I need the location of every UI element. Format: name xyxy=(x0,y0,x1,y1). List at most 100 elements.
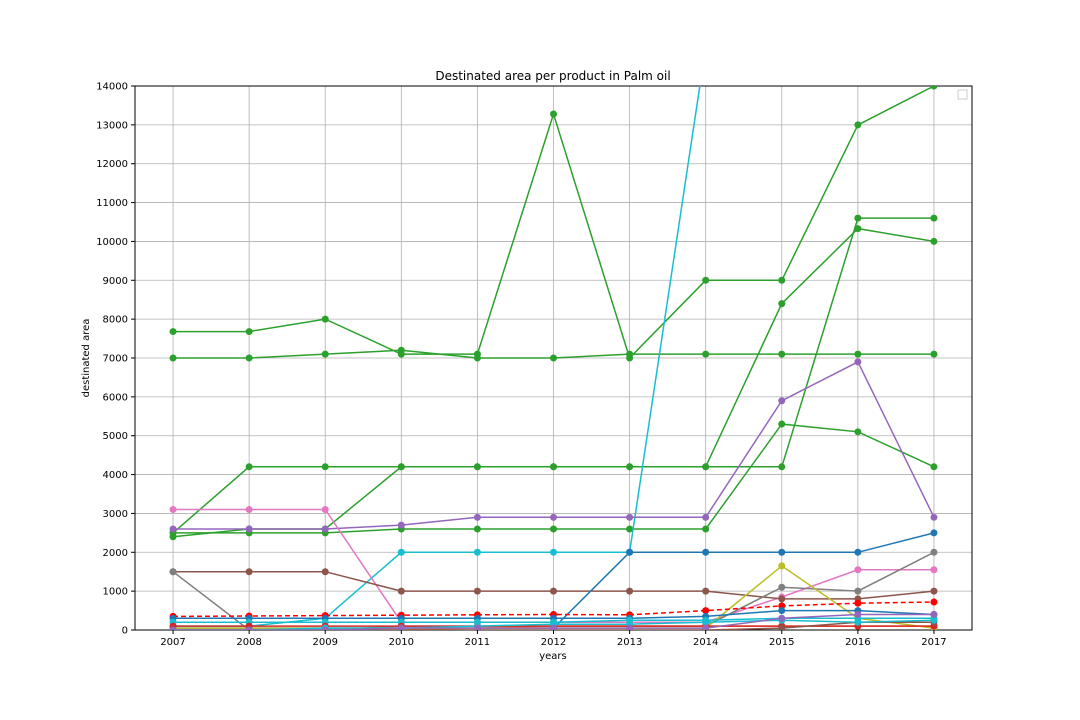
data-point xyxy=(321,315,329,323)
y-tick-label: 14000 xyxy=(96,82,128,93)
data-point xyxy=(702,624,710,630)
chart-title: Destinated area per product in Palm oil xyxy=(435,69,670,83)
data-point xyxy=(854,610,862,618)
data-point xyxy=(702,350,710,358)
data-point xyxy=(397,463,405,471)
series-20 xyxy=(169,610,938,630)
data-point xyxy=(397,346,405,354)
x-tick-label: 2015 xyxy=(769,637,794,648)
data-point xyxy=(169,626,177,630)
data-point xyxy=(321,463,329,471)
data-point xyxy=(854,350,862,358)
y-tick-label: 13000 xyxy=(96,120,128,131)
data-point xyxy=(778,595,786,603)
series-9 xyxy=(169,568,938,603)
data-point xyxy=(321,525,329,533)
data-point xyxy=(626,463,634,471)
data-point xyxy=(550,110,557,118)
data-point xyxy=(473,354,481,362)
x-tick-label: 2008 xyxy=(236,637,261,648)
data-point xyxy=(397,548,405,556)
x-tick-label: 2013 xyxy=(617,637,642,648)
data-point xyxy=(930,566,938,574)
data-point xyxy=(854,548,862,556)
data-point xyxy=(854,618,862,626)
x-tick-label: 2007 xyxy=(160,637,185,648)
data-point xyxy=(854,599,862,607)
data-point xyxy=(702,587,710,595)
data-point xyxy=(854,566,862,574)
data-point xyxy=(550,354,557,362)
data-point xyxy=(702,44,709,51)
data-point xyxy=(778,583,786,591)
data-point xyxy=(245,328,253,336)
y-tick-label: 7000 xyxy=(103,354,128,365)
y-tick-label: 5000 xyxy=(103,431,128,442)
data-point xyxy=(702,463,710,471)
data-point xyxy=(550,587,557,595)
data-point xyxy=(626,513,634,521)
data-point xyxy=(930,513,938,521)
data-point xyxy=(321,506,329,514)
data-point xyxy=(321,350,329,358)
data-point xyxy=(854,587,862,595)
data-point xyxy=(626,624,634,630)
data-point xyxy=(854,428,862,436)
x-tick-label: 2011 xyxy=(465,637,490,648)
data-point xyxy=(397,624,405,630)
data-point xyxy=(321,626,329,630)
y-axis-label: destinated area xyxy=(81,319,92,398)
data-point xyxy=(702,618,710,626)
data-point xyxy=(169,525,177,533)
legend-box xyxy=(957,89,968,100)
x-tick-label: 2017 xyxy=(921,637,946,648)
data-point xyxy=(778,624,786,630)
data-point xyxy=(245,626,253,630)
data-point xyxy=(169,506,177,514)
data-point xyxy=(930,237,938,245)
data-point xyxy=(473,525,481,533)
data-point xyxy=(397,587,405,595)
data-point xyxy=(473,548,481,556)
data-point xyxy=(626,525,634,533)
data-point xyxy=(473,624,481,630)
data-point xyxy=(245,463,253,471)
data-point xyxy=(930,463,938,471)
data-point xyxy=(778,350,786,358)
data-point xyxy=(930,610,938,618)
series-6 xyxy=(169,44,709,630)
data-point xyxy=(778,607,786,615)
data-point xyxy=(702,513,710,521)
series-layer xyxy=(169,44,938,630)
data-point xyxy=(778,300,786,308)
series-7 xyxy=(169,358,938,533)
data-point xyxy=(321,568,329,576)
data-point xyxy=(778,420,786,428)
x-axis-label: years xyxy=(539,651,567,662)
data-point xyxy=(626,350,634,358)
data-point xyxy=(854,358,862,366)
data-point xyxy=(702,548,710,556)
y-tick-label: 9000 xyxy=(103,276,128,287)
y-tick-label: 4000 xyxy=(103,470,128,481)
y-tick-label: 1000 xyxy=(103,587,128,598)
data-point xyxy=(169,354,177,362)
data-point xyxy=(473,587,481,595)
y-tick-label: 11000 xyxy=(96,198,128,209)
data-point xyxy=(778,276,786,284)
data-point xyxy=(778,548,786,556)
data-point xyxy=(550,513,557,521)
x-tick-label: 2009 xyxy=(313,637,338,648)
series-2 xyxy=(169,346,938,362)
data-point xyxy=(626,587,634,595)
data-point xyxy=(626,548,634,556)
x-tick-label: 2014 xyxy=(693,637,718,648)
data-point xyxy=(930,350,938,358)
data-point xyxy=(169,568,177,576)
series-line xyxy=(173,86,701,627)
data-point xyxy=(245,568,253,576)
data-point xyxy=(930,86,938,90)
axes: 2007 2008 2009 2010 2011 2012 2013 2014 2015 2016… xyxy=(96,82,973,648)
data-point xyxy=(550,525,557,533)
data-point xyxy=(854,225,862,233)
